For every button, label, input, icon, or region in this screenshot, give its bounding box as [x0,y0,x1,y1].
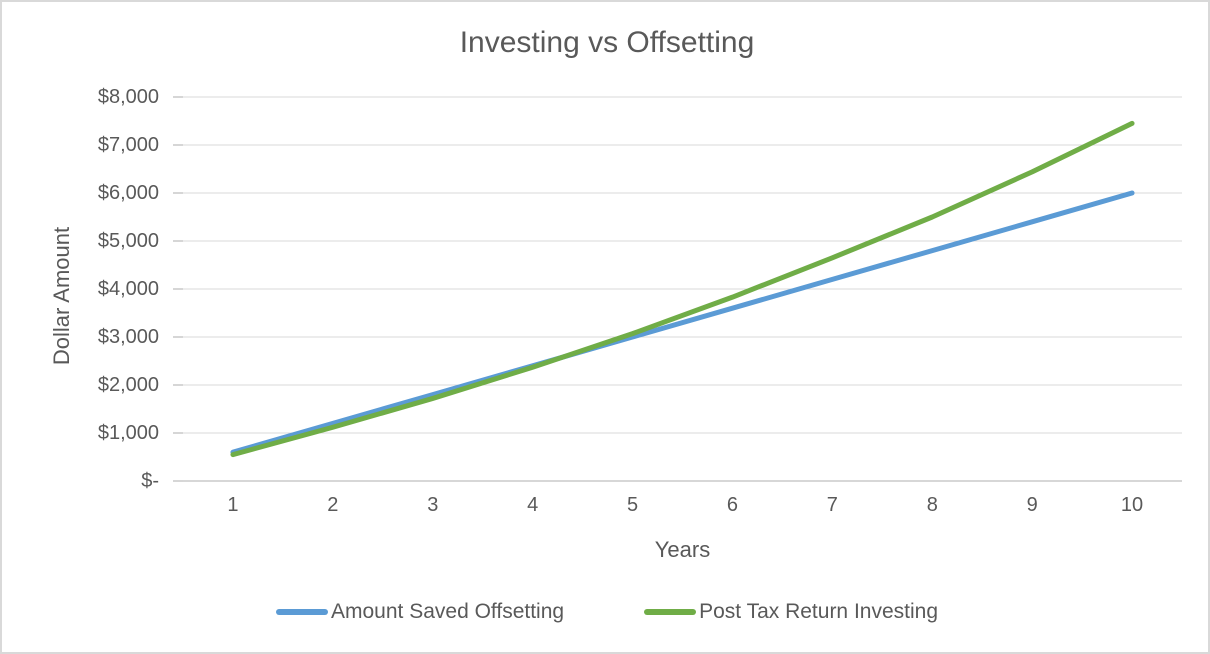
legend-label: Post Tax Return Investing [699,600,938,623]
y-tick-label: $4,000 [97,278,159,300]
y-tick-label: $6,000 [97,182,159,204]
x-tick-label: 8 [926,494,938,516]
y-tick-label: $5,000 [97,230,159,252]
y-tick-label: $3,000 [97,326,159,348]
legend: Amount Saved Offsetting Post Tax Return I… [2,600,1208,624]
x-tick-label: 4 [527,494,539,516]
legend-line-swatch [644,609,697,615]
x-tick-label: 7 [826,494,838,516]
series-line-amount-saved-offsetting [230,190,1135,455]
y-tick-label: $8,000 [97,86,159,108]
y-tick-label: $1,000 [97,422,159,444]
chart-title: Investing vs Offsetting [459,26,755,59]
x-tick-label: 6 [726,494,738,516]
legend-item: Post Tax Return Investing [644,600,938,624]
y-tick-label: $2,000 [97,374,159,396]
x-tick-label: 10 [1120,494,1144,516]
x-tick-label: 1 [227,494,239,516]
legend-item: Amount Saved Offsetting [276,600,564,624]
x-tick-label: 3 [427,494,439,516]
x-tick-label: 5 [626,494,639,516]
x-tick-label: 2 [327,494,339,516]
y-tick-label: $- [141,470,159,492]
x-axis-title: Years [654,537,711,562]
series-line-post-tax-return-investing [230,120,1135,458]
x-tick-label: 9 [1026,494,1038,516]
y-tick-label: $7,000 [97,134,159,156]
legend-label: Amount Saved Offsetting [331,600,565,623]
legend-line-swatch [276,609,328,615]
